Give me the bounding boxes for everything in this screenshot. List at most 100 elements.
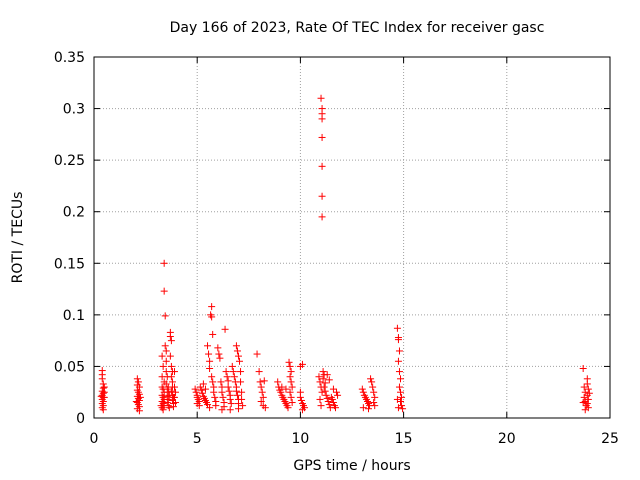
data-point [162, 357, 170, 365]
data-point [261, 404, 269, 412]
data-point [329, 385, 337, 393]
data-point [369, 383, 377, 391]
data-point [204, 342, 212, 350]
data-point [333, 388, 341, 396]
data-point [318, 162, 326, 170]
data-point [217, 378, 225, 386]
x-axis-label: GPS time / hours [293, 458, 410, 474]
data-point [233, 347, 241, 355]
data-point [160, 287, 168, 295]
data-point [135, 407, 143, 415]
data-point [209, 378, 217, 386]
data-point [159, 406, 167, 414]
data-point [212, 402, 220, 410]
data-point [317, 94, 325, 102]
data-point [224, 377, 232, 385]
data-point [321, 387, 329, 395]
chart-title: Day 166 of 2023, Rate Of TEC Index for r… [170, 20, 545, 36]
data-point [164, 395, 172, 403]
data-point [170, 393, 178, 401]
data-point [162, 368, 170, 376]
data-point [167, 387, 175, 395]
data-point [320, 383, 328, 391]
data-point [584, 395, 592, 403]
data-point [132, 397, 140, 405]
data-point [209, 330, 217, 338]
data-point [325, 376, 333, 384]
data-point [253, 350, 261, 358]
data-point [371, 402, 379, 410]
data-point [323, 371, 331, 379]
data-point [169, 403, 177, 411]
data-point [238, 388, 246, 396]
data-point [274, 378, 282, 386]
data-point [232, 342, 240, 350]
data-point [319, 375, 327, 383]
data-point [134, 378, 142, 386]
data-point [317, 402, 325, 410]
data-point [315, 373, 323, 381]
data-point [164, 383, 172, 391]
data-point [228, 362, 236, 370]
data-point [318, 213, 326, 221]
data-point [286, 373, 294, 381]
data-point [197, 386, 205, 394]
data-point [163, 399, 171, 407]
data-point [368, 378, 376, 386]
data-point [215, 350, 223, 358]
data-point [398, 393, 406, 401]
data-point [334, 391, 342, 399]
data-point [196, 383, 204, 391]
grid-lines [94, 57, 610, 418]
y-tick-label: 0.05 [54, 359, 85, 375]
data-point [257, 397, 265, 405]
data-point [358, 385, 366, 393]
data-point [257, 383, 265, 391]
y-tick-label: 0.1 [63, 308, 85, 324]
data-point [232, 387, 240, 395]
x-tick-label: 10 [291, 431, 309, 447]
data-point [584, 404, 592, 412]
data-point [206, 357, 214, 365]
x-tick-label: 5 [193, 431, 202, 447]
data-point [208, 303, 216, 311]
data-point [229, 368, 237, 376]
data-point [285, 358, 293, 366]
data-point [133, 375, 141, 383]
data-point [318, 192, 326, 200]
y-tick-label: 0.15 [54, 256, 85, 272]
data-point [365, 405, 373, 413]
data-point [165, 404, 173, 412]
data-point [239, 402, 247, 410]
data-point [325, 401, 333, 409]
data-point [585, 389, 593, 397]
data-point [238, 395, 246, 403]
data-point [288, 383, 296, 391]
y-tick-label: 0 [76, 411, 85, 427]
data-point [370, 399, 378, 407]
data-point [395, 368, 403, 376]
data-point [258, 388, 266, 396]
data-point [259, 393, 267, 401]
data-point [98, 375, 106, 383]
data-point [324, 397, 332, 405]
x-tick-label: 15 [395, 431, 413, 447]
data-point [230, 373, 238, 381]
y-tick-label: 0.25 [54, 153, 85, 169]
data-point [370, 388, 378, 396]
data-point [393, 324, 401, 332]
x-tick-label: 25 [601, 431, 619, 447]
data-point [237, 378, 245, 386]
data-point [208, 313, 216, 321]
data-point [583, 380, 591, 388]
data-point [584, 385, 592, 393]
data-point [278, 383, 286, 391]
data-point [397, 388, 405, 396]
data-point [210, 388, 218, 396]
data-point [167, 362, 175, 370]
data-point [201, 385, 209, 393]
data-point [236, 357, 244, 365]
data-point [286, 362, 294, 370]
data-point [195, 402, 203, 410]
